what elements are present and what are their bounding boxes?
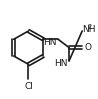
Text: 2: 2 xyxy=(87,24,92,30)
Text: HN: HN xyxy=(54,59,67,68)
Text: HN: HN xyxy=(43,38,56,47)
Text: NH: NH xyxy=(82,25,95,34)
Text: Cl: Cl xyxy=(24,82,33,91)
Text: O: O xyxy=(84,43,91,52)
